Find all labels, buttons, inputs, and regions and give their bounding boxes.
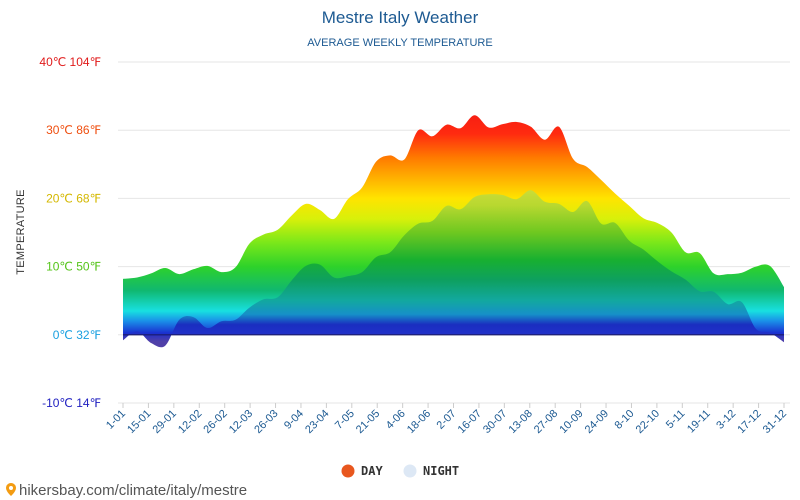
x-tick-label: 30-07 bbox=[481, 408, 509, 436]
y-tick-label: -10℃ 14℉ bbox=[42, 396, 101, 410]
location-pin-icon bbox=[6, 483, 16, 496]
x-tick-label: 26-03 bbox=[252, 408, 280, 436]
x-tick-label: 23-04 bbox=[303, 408, 331, 436]
y-tick-labels: 40℃ 104℉ 30℃ 86℉ 20℃ 68℉ 10℃ 50℉ 0℃ 32℉ -10℃ … bbox=[39, 55, 101, 410]
x-tick-label: 16-07 bbox=[456, 408, 484, 436]
x-tick-label: 27-08 bbox=[532, 408, 560, 436]
y-axis-title: TEMPERATURE bbox=[15, 189, 27, 275]
y-tick-label: 30℃ 86℉ bbox=[46, 123, 101, 137]
legend-day-label: DAY bbox=[361, 464, 383, 478]
footer-site-link[interactable]: hikersbay.com/climate/italy/mestre bbox=[19, 482, 247, 499]
footer[interactable]: hikersbay.com/climate/italy/mestre bbox=[6, 482, 247, 499]
legend-night-marker bbox=[403, 464, 417, 478]
x-tick-label: 21-05 bbox=[354, 408, 382, 436]
x-tick-label: 15-01 bbox=[125, 408, 153, 436]
x-tick-label: 10-09 bbox=[557, 408, 585, 436]
chart-title: Mestre Italy Weather bbox=[322, 8, 479, 27]
y-tick-label: 0℃ 32℉ bbox=[53, 328, 101, 342]
legend-item-night[interactable]: NIGHT bbox=[403, 464, 460, 478]
x-tick-label: 5-11 bbox=[664, 408, 687, 431]
x-tick-label: 13-08 bbox=[507, 408, 535, 436]
night-temperature-area bbox=[123, 190, 784, 348]
x-tick-label: 19-11 bbox=[685, 408, 713, 436]
y-tick-label: 20℃ 68℉ bbox=[46, 191, 101, 205]
x-tick-label: 29-01 bbox=[151, 408, 179, 436]
legend-night-label: NIGHT bbox=[423, 464, 459, 478]
x-tick-label: 31-12 bbox=[761, 408, 789, 436]
x-tick-label: 24-09 bbox=[583, 408, 611, 436]
x-tick-label: 12-03 bbox=[227, 408, 255, 436]
x-tick-label: 17-12 bbox=[735, 408, 763, 436]
x-tick-label: 26-02 bbox=[201, 408, 229, 436]
legend-day-marker bbox=[341, 464, 355, 478]
y-tick-label: 10℃ 50℉ bbox=[46, 260, 101, 274]
x-tick-label: 22-10 bbox=[634, 408, 662, 436]
legend: DAY NIGHT bbox=[341, 464, 460, 478]
x-tick-label: 12-02 bbox=[176, 408, 204, 436]
x-tick-label: 18-06 bbox=[405, 408, 433, 436]
y-tick-label: 40℃ 104℉ bbox=[39, 55, 101, 69]
temperature-areas bbox=[123, 115, 784, 348]
legend-item-day[interactable]: DAY bbox=[341, 464, 384, 478]
chart-subtitle: AVERAGE WEEKLY TEMPERATURE bbox=[307, 37, 492, 49]
